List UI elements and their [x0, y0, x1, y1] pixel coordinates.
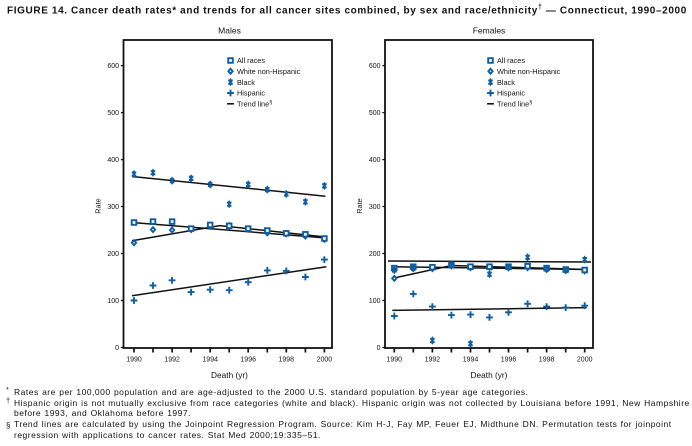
svg-text:300: 300	[107, 204, 119, 211]
svg-text:1994: 1994	[463, 357, 479, 364]
svg-text:Trend line§: Trend line§	[497, 100, 532, 109]
svg-text:400: 400	[369, 157, 381, 164]
svg-text:1992: 1992	[425, 357, 441, 364]
svg-text:1990: 1990	[387, 357, 403, 364]
svg-text:300: 300	[369, 204, 381, 211]
svg-text:White non-Hispanic: White non-Hispanic	[497, 67, 561, 76]
svg-text:1998: 1998	[279, 357, 295, 364]
svg-text:Hispanic: Hispanic	[237, 89, 265, 98]
svg-text:1992: 1992	[164, 357, 180, 364]
svg-text:1994: 1994	[202, 357, 218, 364]
svg-text:Death (yr): Death (yr)	[471, 370, 508, 380]
svg-text:0: 0	[377, 345, 381, 352]
svg-text:White non-Hispanic: White non-Hispanic	[237, 67, 301, 76]
svg-text:Death (yr): Death (yr)	[211, 370, 248, 380]
svg-text:100: 100	[369, 298, 381, 305]
svg-text:200: 200	[369, 251, 381, 258]
svg-text:0: 0	[115, 345, 119, 352]
svg-text:1996: 1996	[240, 357, 256, 364]
svg-text:Black: Black	[497, 78, 515, 87]
svg-text:All races: All races	[237, 56, 265, 65]
svg-text:600: 600	[369, 63, 381, 70]
svg-text:Trend line§: Trend line§	[237, 100, 272, 109]
svg-text:1998: 1998	[539, 357, 555, 364]
svg-text:2000: 2000	[317, 357, 333, 364]
svg-text:Females: Females	[473, 26, 506, 36]
svg-text:400: 400	[107, 157, 119, 164]
svg-text:500: 500	[369, 110, 381, 117]
svg-text:1990: 1990	[126, 357, 142, 364]
svg-text:2000: 2000	[577, 357, 593, 364]
svg-text:Hispanic: Hispanic	[497, 89, 525, 98]
svg-text:Rate: Rate	[355, 198, 364, 213]
svg-text:Rate: Rate	[94, 198, 103, 213]
svg-text:1996: 1996	[501, 357, 517, 364]
svg-text:600: 600	[107, 63, 119, 70]
svg-text:500: 500	[107, 110, 119, 117]
svg-text:Black: Black	[237, 78, 255, 87]
svg-text:200: 200	[107, 251, 119, 258]
svg-text:Males: Males	[218, 26, 241, 36]
svg-text:100: 100	[107, 298, 119, 305]
svg-text:All races: All races	[497, 56, 525, 65]
